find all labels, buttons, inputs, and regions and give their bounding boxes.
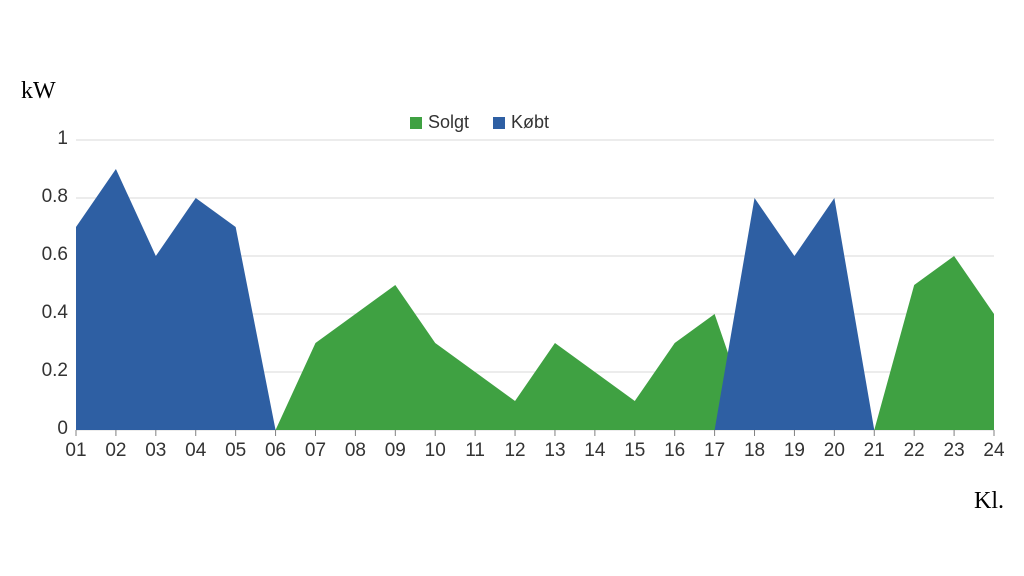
x-tick-label: 02 [105,440,126,462]
x-tick-label: 12 [504,440,525,462]
x-tick-label: 04 [185,440,206,462]
x-tick-label: 07 [305,440,326,462]
x-tick-label: 06 [265,440,286,462]
axes [0,0,1024,576]
x-tick-label: 17 [704,440,725,462]
x-tick-label: 19 [784,440,805,462]
x-tick-label: 14 [584,440,605,462]
x-tick-label: 08 [345,440,366,462]
x-tick-label: 18 [744,440,765,462]
x-tick-label: 01 [65,440,86,462]
x-tick-label: 09 [385,440,406,462]
x-tick-label: 03 [145,440,166,462]
x-tick-label: 05 [225,440,246,462]
y-tick-label: 0.2 [28,360,68,382]
y-tick-label: 0 [28,418,68,440]
x-tick-label: 20 [824,440,845,462]
x-tick-label: 11 [465,440,485,462]
x-tick-label: 24 [983,440,1004,462]
y-tick-label: 1 [28,128,68,150]
y-tick-label: 0.6 [28,244,68,266]
x-tick-label: 21 [864,440,885,462]
x-tick-label: 23 [944,440,965,462]
x-tick-label: 16 [664,440,685,462]
x-tick-label: 15 [624,440,645,462]
area-chart: kW Kl. SolgtKøbt 00.20.40.60.81 01020304… [0,0,1024,576]
x-tick-label: 13 [544,440,565,462]
y-tick-label: 0.8 [28,186,68,208]
x-tick-label: 22 [904,440,925,462]
y-tick-label: 0.4 [28,302,68,324]
x-tick-label: 10 [425,440,446,462]
